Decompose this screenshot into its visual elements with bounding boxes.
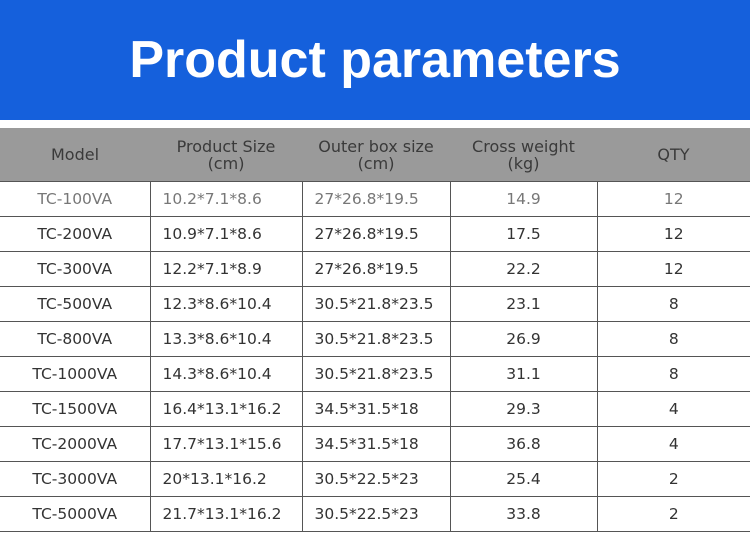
table-cell: 10.2*7.1*8.6	[149, 181, 302, 217]
table-cell: TC-3000VA	[0, 461, 150, 497]
table-cell: TC-100VA	[0, 181, 150, 217]
table-cell: 8	[596, 321, 750, 357]
table-cell: TC-500VA	[0, 286, 150, 322]
table-cell: 25.4	[449, 461, 597, 497]
table-cell: 30.5*21.8*23.5	[301, 286, 450, 322]
table-cell: 33.8	[449, 496, 597, 532]
table-row: TC-3000VA 20*13.1*16.2 30.5*22.5*23 25.4 2	[0, 461, 750, 497]
table-cell: 21.7*13.1*16.2	[149, 496, 302, 532]
table-cell: 30.5*21.8*23.5	[301, 321, 450, 357]
table-cell: 2	[596, 496, 750, 532]
column-header: Model	[0, 128, 150, 182]
table-row: TC-800VA 13.3*8.6*10.4 30.5*21.8*23.5 26.9 8	[0, 321, 750, 357]
table-cell: 34.5*31.5*18	[301, 391, 450, 427]
header-line: (kg)	[507, 153, 540, 173]
table-row: TC-5000VA 21.7*13.1*16.2 30.5*22.5*23 33.8 2	[0, 496, 750, 532]
table-cell: 4	[596, 426, 750, 462]
table-cell: TC-5000VA	[0, 496, 150, 532]
table-cell: 30.5*22.5*23	[301, 461, 450, 497]
table-cell: 10.9*7.1*8.6	[149, 216, 302, 252]
table-cell: 4	[596, 391, 750, 427]
column-header: Product Size (cm)	[150, 128, 302, 182]
table-cell: 30.5*21.8*23.5	[301, 356, 450, 392]
table-cell: 34.5*31.5*18	[301, 426, 450, 462]
table-row: TC-200VA 10.9*7.1*8.6 27*26.8*19.5 17.5 12	[0, 216, 750, 252]
column-header: Outer box size (cm)	[302, 128, 450, 182]
table-cell: 8	[596, 356, 750, 392]
table-cell: 2	[596, 461, 750, 497]
table-cell: 26.9	[449, 321, 597, 357]
table-cell: 20*13.1*16.2	[149, 461, 302, 497]
header-row: Model Product Size (cm) Outer box size (cm) C…	[0, 128, 750, 182]
table-row: TC-300VA 12.2*7.1*8.9 27*26.8*19.5 22.2 12	[0, 251, 750, 287]
table-cell: TC-1500VA	[0, 391, 150, 427]
banner: Product parameters	[0, 0, 750, 120]
table-cell: 12.2*7.1*8.9	[149, 251, 302, 287]
table-cell: 27*26.8*19.5	[301, 216, 450, 252]
table-cell: 12	[596, 251, 750, 287]
table-cell: 30.5*22.5*23	[301, 496, 450, 532]
header-line: (cm)	[357, 153, 395, 173]
table-cell: 36.8	[449, 426, 597, 462]
table-cell: 8	[596, 286, 750, 322]
header-line: Outer box size	[318, 136, 434, 156]
table-row: TC-100VA 10.2*7.1*8.6 27*26.8*19.5 14.9 12	[0, 181, 750, 217]
table-cell: 12.3*8.6*10.4	[149, 286, 302, 322]
table-row: TC-1500VA 16.4*13.1*16.2 34.5*31.5*18 29.3 4	[0, 391, 750, 427]
table-cell: TC-800VA	[0, 321, 150, 357]
table-cell: 22.2	[449, 251, 597, 287]
table-cell: 17.7*13.1*15.6	[149, 426, 302, 462]
table-cell: 17.5	[449, 216, 597, 252]
table-cell: 27*26.8*19.5	[301, 251, 450, 287]
table-row: TC-500VA 12.3*8.6*10.4 30.5*21.8*23.5 23.1 8	[0, 286, 750, 322]
table-row: TC-2000VA 17.7*13.1*15.6 34.5*31.5*18 36.8 4	[0, 426, 750, 462]
parameters-table: Model Product Size (cm) Outer box size (cm) C…	[0, 128, 750, 532]
table-cell: 13.3*8.6*10.4	[149, 321, 302, 357]
table-cell: TC-1000VA	[0, 356, 150, 392]
table-cell: TC-200VA	[0, 216, 150, 252]
table-cell: 12	[596, 216, 750, 252]
table-cell: 29.3	[449, 391, 597, 427]
table-cell: 14.3*8.6*10.4	[149, 356, 302, 392]
table-cell: 31.1	[449, 356, 597, 392]
header-line: Model	[50, 145, 100, 164]
table-cell: 27*26.8*19.5	[301, 181, 450, 217]
header-line: Product Size	[176, 136, 276, 156]
header-line: Cross weight	[472, 136, 575, 156]
table-cell: 16.4*13.1*16.2	[149, 391, 302, 427]
table-row: TC-1000VA 14.3*8.6*10.4 30.5*21.8*23.5 31.1…	[0, 356, 750, 392]
header-line: (cm)	[207, 153, 245, 173]
column-header: QTY	[597, 128, 750, 182]
table-cell: 14.9	[449, 181, 597, 217]
table-cell: TC-2000VA	[0, 426, 150, 462]
column-header: Cross weight (kg)	[450, 128, 597, 182]
table-cell: TC-300VA	[0, 251, 150, 287]
table-cell: 23.1	[449, 286, 597, 322]
table-cell: 12	[596, 181, 750, 217]
title: Product parameters	[129, 31, 621, 89]
header-line: QTY	[657, 145, 690, 164]
